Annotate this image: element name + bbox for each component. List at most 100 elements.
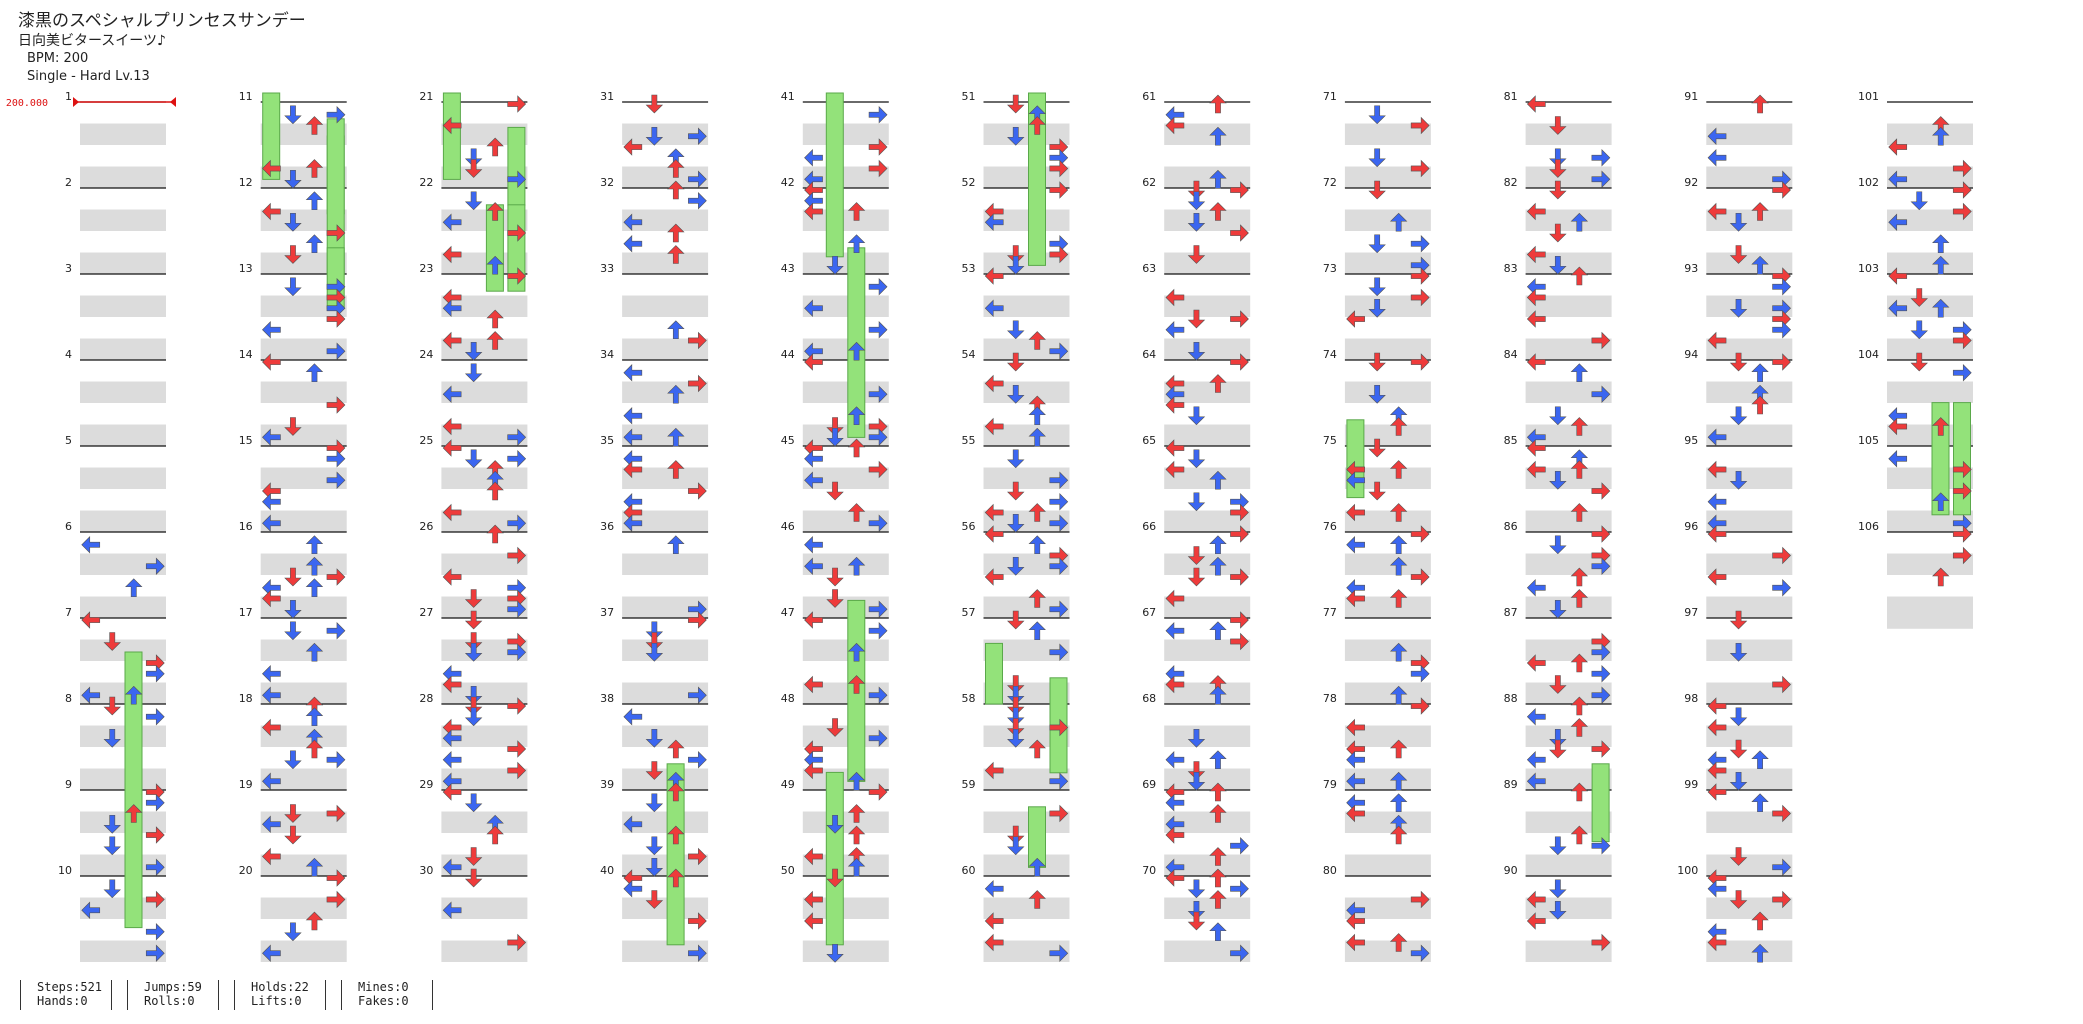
measure-number: 96	[1684, 520, 1698, 533]
step-arrow-right	[507, 546, 527, 565]
step-arrow-right	[1772, 278, 1791, 296]
step-arrow-down	[1187, 492, 1206, 512]
step-arrow-right	[1772, 675, 1791, 694]
step-arrow-left	[262, 589, 281, 608]
step-arrow-left	[1165, 385, 1185, 403]
beat-band	[441, 338, 528, 360]
measure-number: 93	[1684, 262, 1698, 275]
step-arrow-down	[645, 761, 664, 780]
step-arrow-right	[868, 622, 888, 640]
step-arrow-right	[1952, 202, 1972, 221]
step-arrow-down	[645, 94, 664, 114]
step-arrow-down	[464, 793, 483, 813]
step-arrow-down	[1007, 836, 1025, 856]
measure-number: 74	[1323, 348, 1337, 361]
step-arrow-up	[1570, 266, 1589, 286]
step-arrow-up	[1209, 169, 1227, 189]
stat-holds: Holds:22	[251, 980, 309, 994]
beat-band	[441, 252, 528, 274]
step-arrow-down	[1549, 728, 1567, 748]
measure-number: 102	[1858, 176, 1879, 189]
step-arrow-up	[1932, 492, 1950, 512]
beat-band	[260, 682, 347, 704]
measure-number: 34	[600, 348, 614, 361]
step-arrow-up	[486, 137, 504, 157]
step-arrow-right	[1049, 557, 1069, 575]
step-arrow-right	[326, 224, 346, 242]
step-arrow-right	[868, 686, 888, 704]
step-arrow-up	[1932, 255, 1950, 275]
step-arrow-down	[826, 589, 844, 608]
measure-number: 85	[1504, 434, 1518, 447]
beat-band	[802, 811, 889, 833]
step-arrow-left	[442, 901, 462, 919]
beat-band	[983, 295, 1070, 317]
step-arrow-left	[262, 944, 281, 962]
step-arrow-right	[688, 847, 707, 866]
step-arrow-down	[1549, 675, 1567, 694]
step-arrow-right	[1591, 557, 1611, 575]
step-arrow-up	[1209, 621, 1227, 641]
step-arrow-left	[1888, 213, 1908, 231]
step-arrow-up	[847, 438, 866, 458]
step-arrow-down	[1368, 234, 1386, 254]
step-arrow-left	[804, 342, 823, 360]
step-arrow-down	[1007, 94, 1025, 114]
step-arrow-left	[804, 149, 823, 167]
step-arrow-up	[1028, 503, 1046, 522]
step-arrow-up	[125, 804, 143, 823]
beat-band	[80, 338, 166, 360]
step-arrow-right	[1952, 331, 1972, 350]
step-arrow-left	[1165, 665, 1185, 683]
step-arrow-left	[1888, 299, 1908, 317]
step-arrow-left	[804, 471, 823, 489]
step-arrow-down	[284, 277, 302, 297]
step-arrow-left	[804, 761, 823, 780]
beat-band	[441, 854, 528, 876]
step-arrow-down	[1729, 739, 1748, 759]
step-arrow-left	[262, 428, 281, 446]
step-arrow-left	[1165, 675, 1185, 694]
step-arrow-up	[1389, 503, 1408, 522]
step-arrow-left	[804, 353, 823, 371]
beat-band	[80, 682, 166, 704]
step-arrow-up	[1389, 825, 1408, 845]
step-arrow-down	[1187, 900, 1206, 920]
step-arrow-left	[1526, 912, 1546, 930]
beat-band	[260, 768, 347, 790]
step-arrow-right	[868, 729, 888, 747]
measure-number: 86	[1504, 520, 1518, 533]
beat-band	[983, 123, 1070, 145]
beat-band	[441, 510, 528, 532]
step-arrow-right	[688, 127, 707, 145]
step-arrow-down	[645, 793, 664, 813]
step-arrow-up	[1389, 460, 1408, 479]
beat-band	[622, 424, 709, 446]
step-arrow-down	[1729, 352, 1748, 372]
beat-band	[802, 252, 889, 274]
step-arrow-left	[804, 181, 823, 199]
beat-band	[1164, 639, 1251, 661]
beat-band	[1887, 553, 1973, 575]
beat-band	[1525, 596, 1612, 618]
step-arrow-left	[984, 299, 1004, 317]
step-arrow-right	[326, 869, 346, 887]
step-arrow-left	[1707, 880, 1727, 898]
step-arrow-down	[284, 417, 302, 436]
beat-band	[983, 811, 1070, 833]
step-arrow-up	[847, 556, 866, 576]
beat-band	[1344, 424, 1431, 446]
beat-band	[622, 338, 709, 360]
step-arrow-up	[1570, 212, 1589, 232]
step-arrow-left	[442, 729, 462, 747]
step-arrow-right	[507, 95, 527, 113]
step-arrow-up	[486, 309, 504, 329]
step-arrow-left	[623, 514, 643, 532]
beat-band	[802, 854, 889, 876]
beat-band	[441, 811, 528, 833]
measure-number: 89	[1504, 778, 1518, 791]
step-arrow-down	[1549, 148, 1567, 168]
step-arrow-right	[1952, 321, 1972, 339]
step-arrow-down	[464, 159, 483, 178]
beat-band	[622, 295, 709, 317]
